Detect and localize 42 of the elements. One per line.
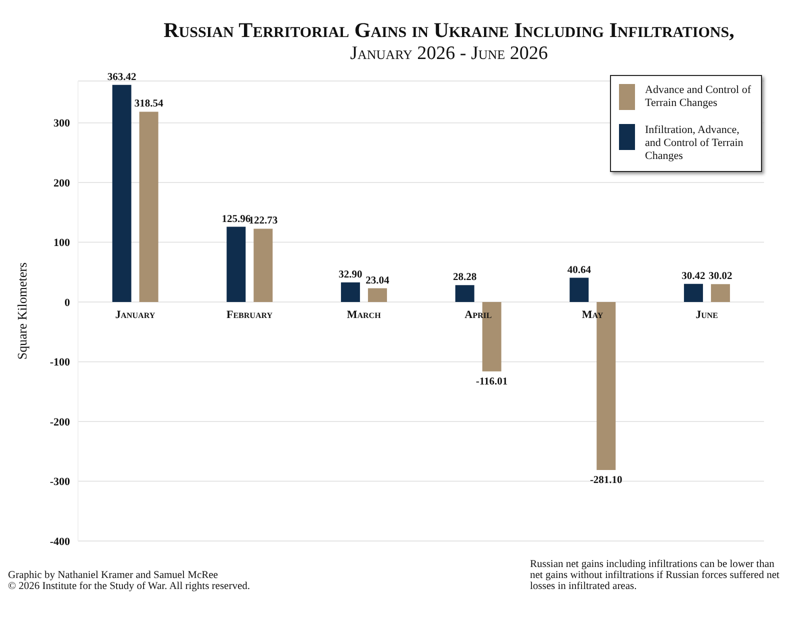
bar (340, 282, 360, 302)
legend-label: Advance and Control of Terrain Changes (645, 84, 752, 110)
data-label: 23.04 (366, 275, 390, 286)
bar (368, 288, 387, 302)
bar (112, 84, 132, 302)
x-tick-label: June (696, 309, 718, 322)
y-tick-label: -300 (50, 476, 70, 488)
y-tick-label: -200 (50, 416, 70, 428)
data-label: -116.01 (476, 376, 508, 388)
text: © 2026 Institute for the Study of War. All rights reserved. (8, 581, 250, 592)
text: Russian net gains including infiltrations can be lower than net gains without infiltrations if Russian forces suffered net losses in infiltrated areas. (530, 559, 780, 592)
data-label: 32.90 (338, 269, 362, 280)
y-tick-label: 300 (54, 118, 70, 130)
bar (254, 228, 273, 302)
bar (710, 284, 730, 302)
y-tick-label: 200 (54, 177, 70, 190)
chart-title: Russian Territorial Gains in Ukraine Including Infiltrations, (162, 17, 736, 43)
data-label: 28.28 (452, 272, 477, 284)
x-tick-label: March (346, 309, 382, 322)
text: Graphic by Nathaniel Kramer and Samuel McRee (8, 570, 219, 581)
y-tick-label: 0 (64, 296, 70, 309)
y-tick-label: -100 (50, 356, 70, 369)
data-label: 122.73 (248, 216, 278, 227)
y-tick-label: -400 (50, 536, 70, 548)
bar (455, 285, 474, 302)
y-axis-title: Square Kilometers (14, 262, 30, 360)
chart-subtitle: January 2026 - June 2026 (349, 43, 549, 65)
data-label: 40.64 (567, 264, 592, 276)
data-label: 125.96 (222, 214, 251, 225)
y-tick-label: 100 (54, 237, 70, 250)
data-label: 30.42 (682, 270, 706, 282)
bar (139, 112, 158, 302)
legend-label: Infiltration, Advance, and Control of Terrain Changes (645, 124, 744, 163)
bar (684, 284, 703, 302)
bar (226, 226, 246, 302)
x-tick-label: February (226, 309, 273, 322)
data-label: -281.10 (590, 474, 622, 486)
data-label: 363.42 (107, 72, 136, 83)
data-label: 30.02 (708, 271, 732, 282)
x-tick-label: January (115, 309, 156, 322)
data-label: 318.54 (134, 98, 164, 110)
bar (570, 278, 589, 302)
